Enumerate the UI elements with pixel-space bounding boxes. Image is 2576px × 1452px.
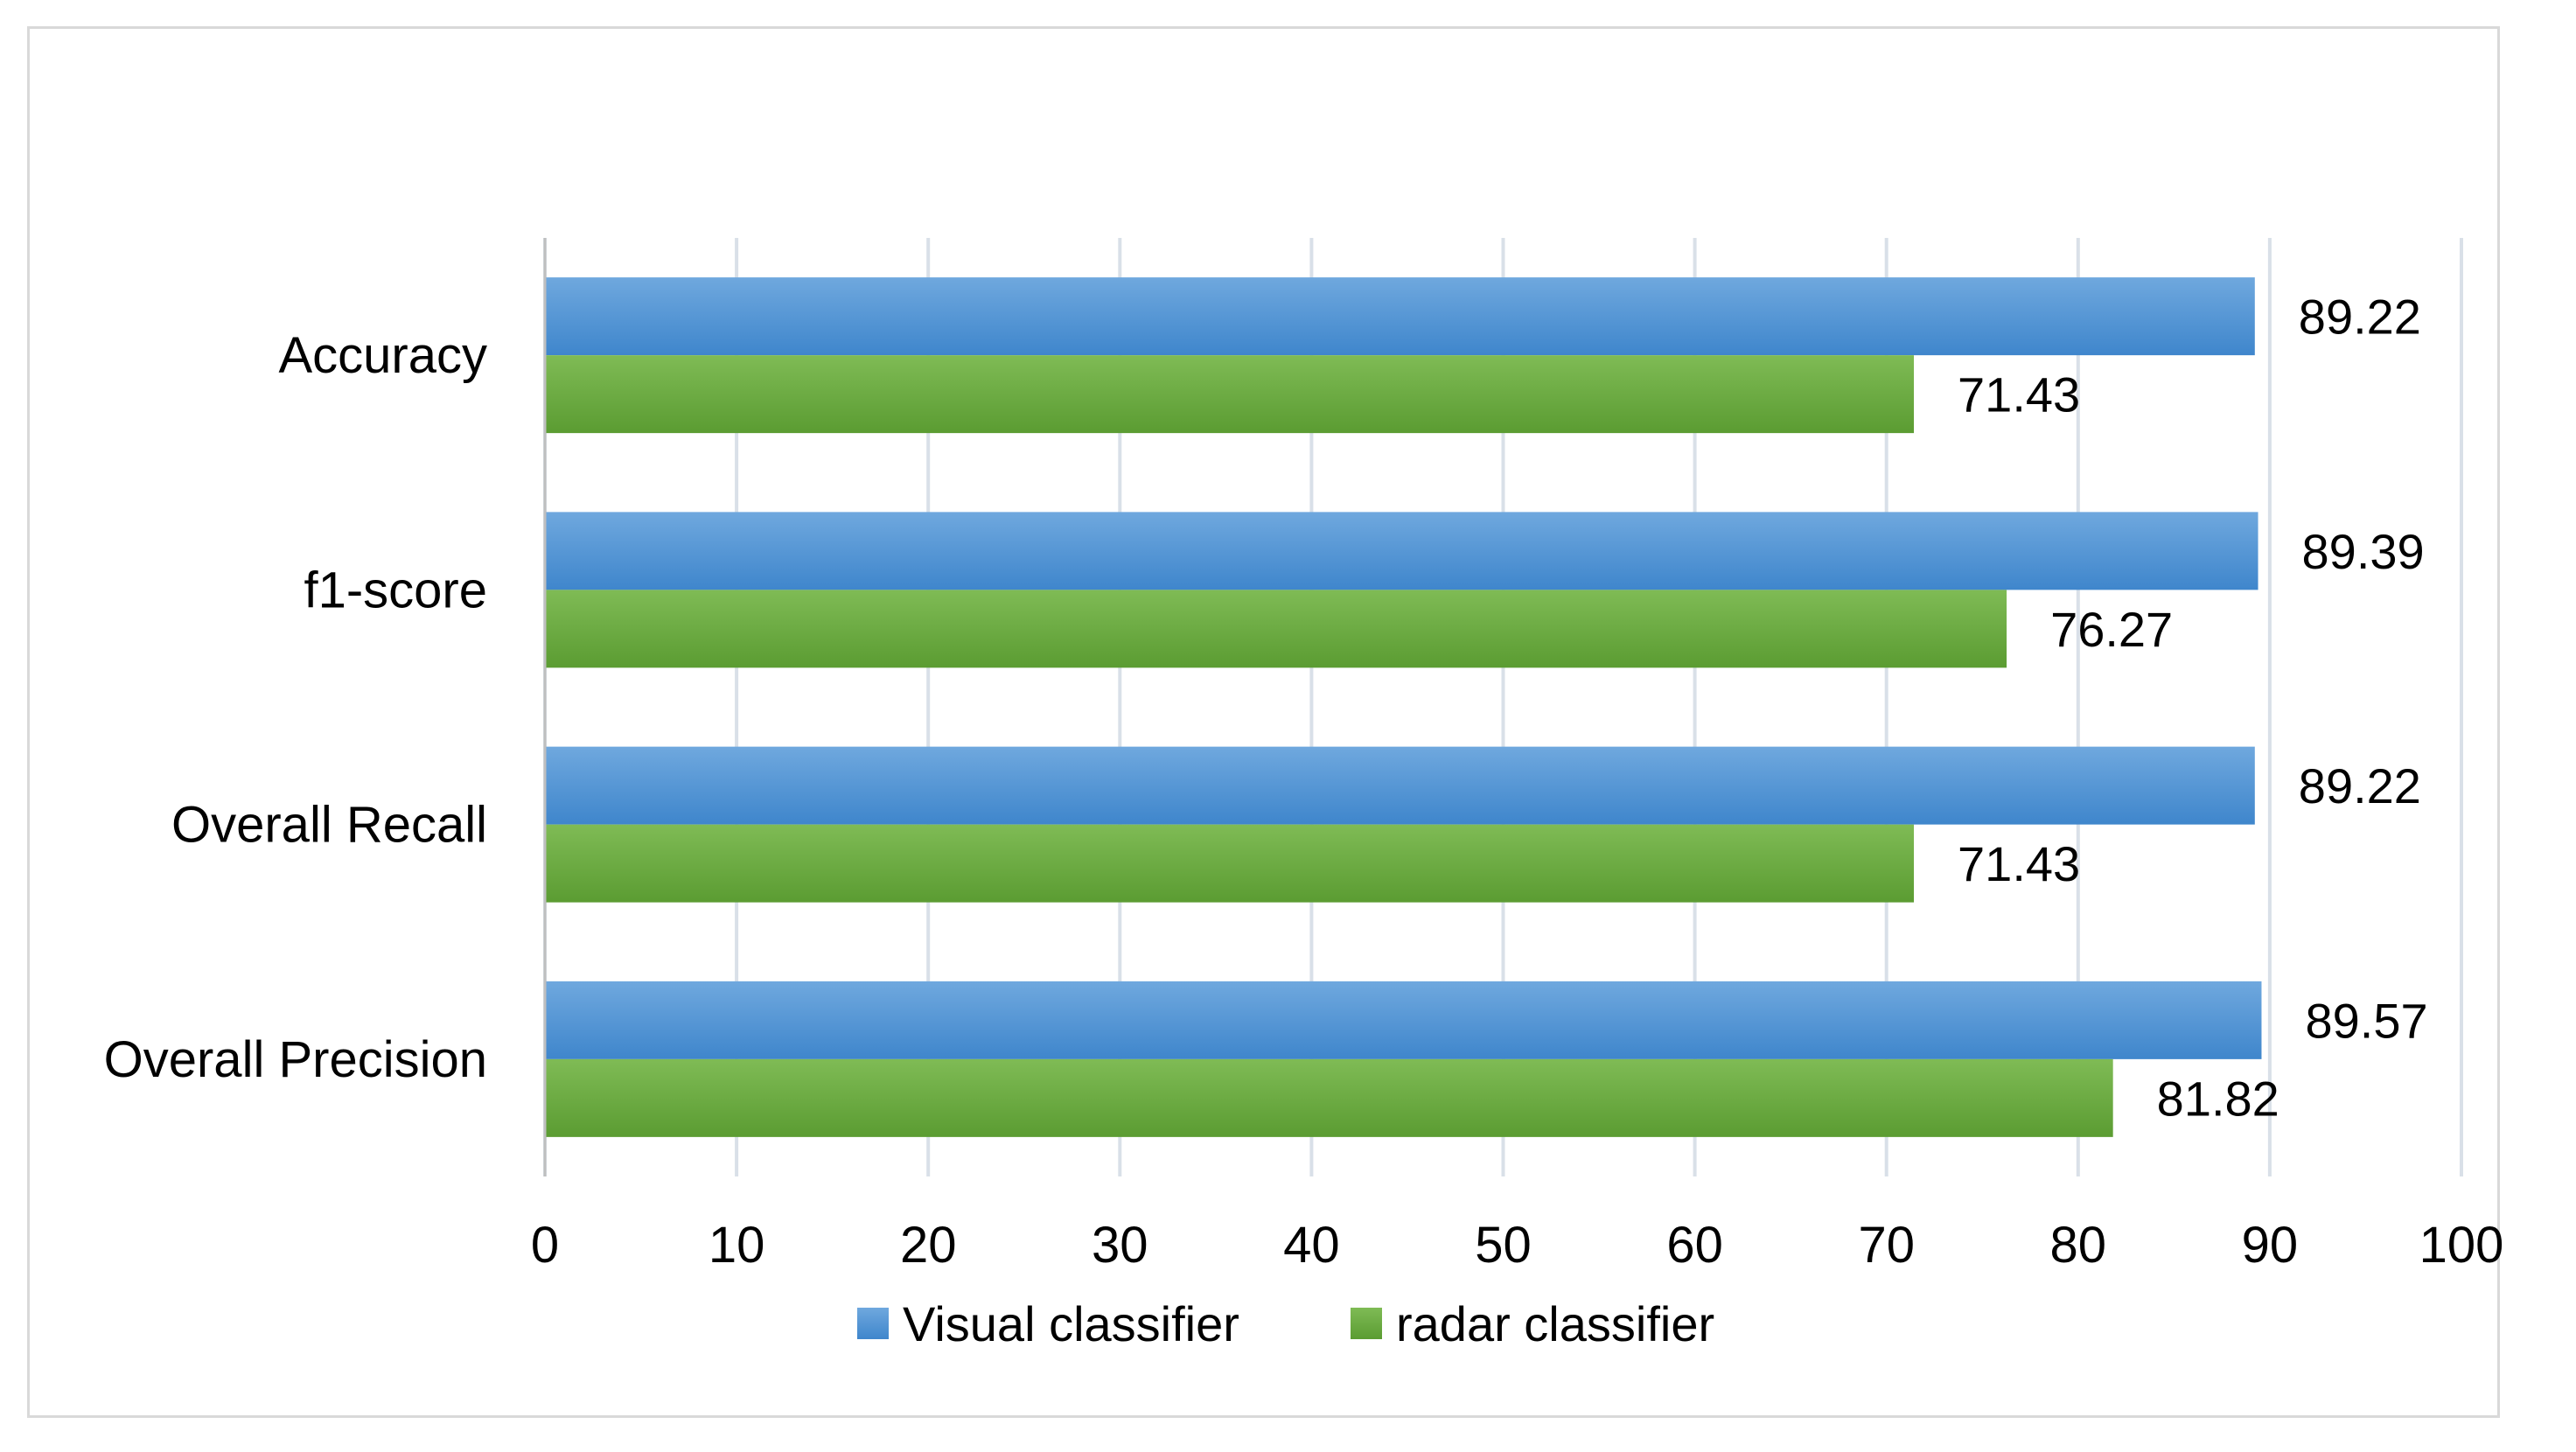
x-tick-label: 0 (531, 1217, 559, 1274)
bar-f1-score-series-1 (545, 512, 2258, 590)
data-labels: 89.22 71.43 89.39 76.27 89.22 71.43 89.57 81.82 (1958, 290, 2428, 1127)
bar-overall-recall-series-1 (545, 746, 2255, 825)
x-tick-label: 10 (709, 1217, 765, 1274)
bars (545, 277, 2262, 1137)
legend-label: radar classifier (1396, 1296, 1714, 1351)
x-tick-label: 90 (2242, 1217, 2299, 1274)
x-tick-label: 20 (900, 1217, 957, 1274)
bar-accuracy-series-1 (545, 277, 2255, 356)
category-label: Overall Recall (171, 797, 487, 854)
x-tick-label: 80 (2050, 1217, 2107, 1274)
data-label: 89.22 (2299, 758, 2421, 813)
legend-swatch (1351, 1308, 1382, 1339)
category-label: Accuracy (278, 327, 487, 384)
chart-frame (27, 26, 2500, 1418)
data-label: 71.43 (1958, 367, 2080, 422)
x-tick-label: 100 (2419, 1217, 2504, 1274)
category-label: f1-score (304, 562, 487, 618)
data-label: 76.27 (2050, 602, 2173, 657)
data-label: 89.57 (2305, 993, 2427, 1048)
bar-overall-precision-series-1 (545, 981, 2262, 1059)
category-label: Overall Precision (104, 1031, 487, 1088)
x-tick-label: 40 (1283, 1217, 1340, 1274)
legend: Visual classifier radar classifier (857, 1296, 1714, 1351)
bar-overall-precision-series-2 (545, 1058, 2113, 1137)
x-tick-label: 50 (1475, 1217, 1532, 1274)
category-labels: Accuracy f1-score Overall Recall Overall Pr… (104, 327, 487, 1088)
bar-accuracy-series-2 (545, 355, 1915, 434)
legend-label: Visual classifier (903, 1296, 1239, 1351)
data-label: 81.82 (2157, 1071, 2279, 1126)
data-label: 89.39 (2302, 524, 2425, 579)
bar-overall-recall-series-2 (545, 824, 1915, 903)
x-tick-label: 70 (1858, 1217, 1915, 1274)
x-tick-label: 30 (1092, 1217, 1148, 1274)
x-tick-labels: 0 10 20 30 40 50 60 70 80 90 100 (531, 1217, 2504, 1274)
legend-swatch (857, 1308, 889, 1339)
bar-f1-score-series-2 (545, 590, 2007, 668)
data-label: 89.22 (2299, 290, 2421, 345)
data-label: 71.43 (1958, 836, 2080, 891)
x-tick-label: 60 (1666, 1217, 1723, 1274)
